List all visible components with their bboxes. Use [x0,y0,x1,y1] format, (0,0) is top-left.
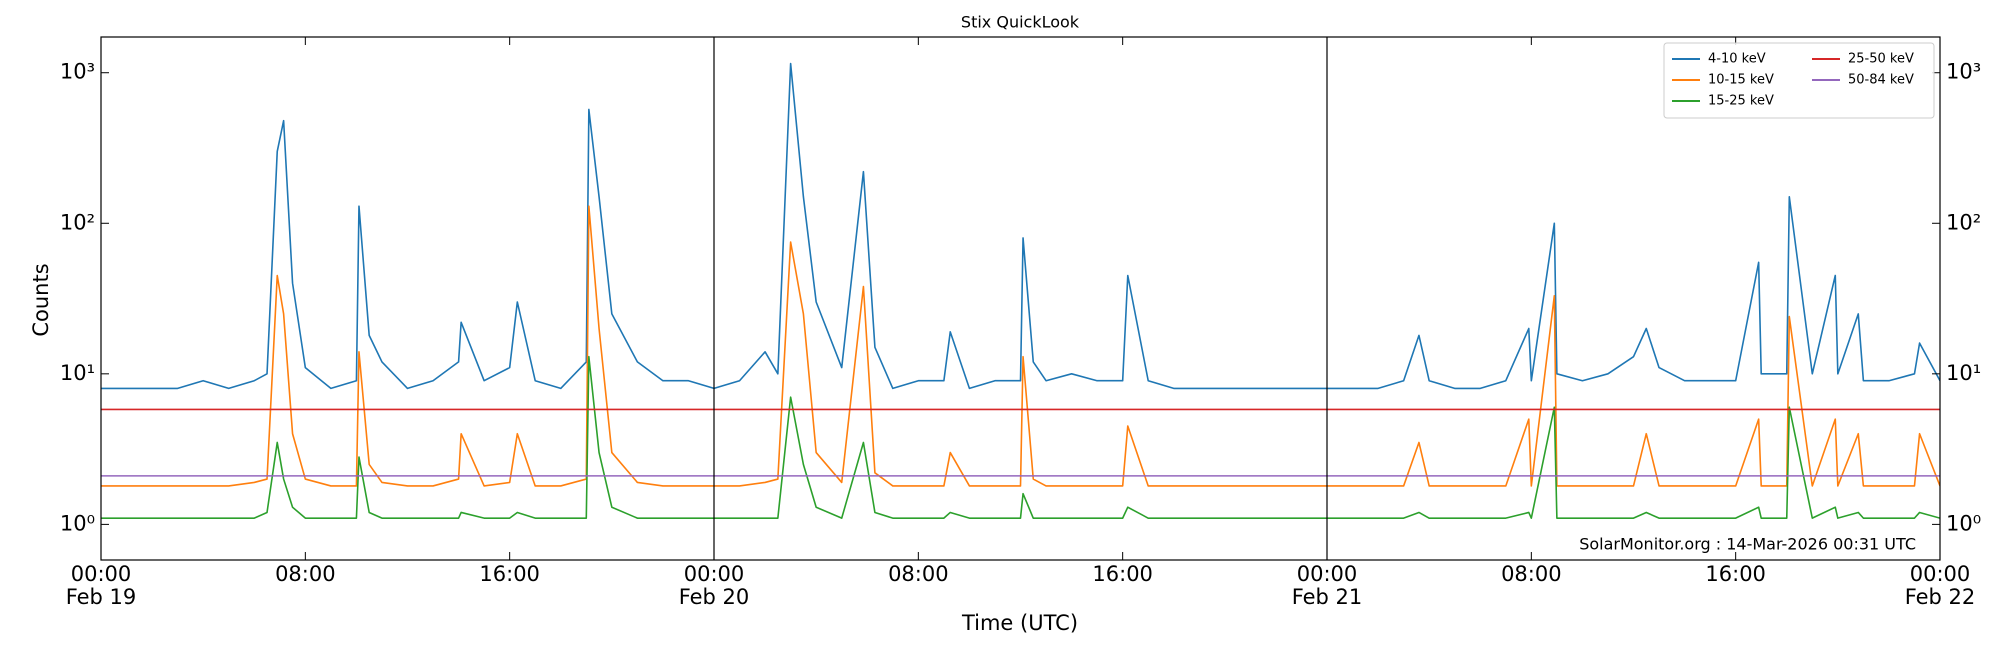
x-tick-label: 00:00 [684,562,745,586]
y-tick-label: 10² [1946,210,1981,234]
y-tick-label: 10⁰ [1946,511,1981,535]
y-tick-label: 10¹ [60,361,95,385]
x-tick-label: 00:00 [71,562,132,586]
legend-label: 15-25 keV [1708,94,1774,109]
y-tick-label: 10³ [1946,60,1981,84]
y-tick-label: 10³ [60,60,95,84]
series-line [101,62,1940,390]
annotation: SolarMonitor.org : 14-Mar-2026 00:31 UTC [1579,535,1916,554]
legend-label: 10-15 keV [1708,73,1774,88]
x-tick-label: 16:00 [1705,562,1766,586]
legend-label: 4-10 keV [1708,52,1766,67]
y-tick-label: 10² [60,210,95,234]
x-axis-label: Time (UTC) [961,611,1078,635]
x-date-label: Feb 21 [1292,585,1363,609]
legend-label: 50-84 keV [1848,73,1914,88]
plot-frame [100,36,1941,561]
y-tick-label: 10⁰ [60,511,95,535]
chart-title: Stix QuickLook [961,13,1080,32]
x-tick-label: 08:00 [1501,562,1562,586]
x-tick-label: 08:00 [275,562,336,586]
x-tick-label: 08:00 [888,562,949,586]
x-tick-label: 16:00 [1092,562,1153,586]
x-date-label: Feb 20 [679,585,750,609]
series-line [101,355,1940,519]
x-date-label: Feb 22 [1905,585,1976,609]
y-tick-label: 10¹ [1946,361,1981,385]
x-date-label: Feb 19 [66,585,137,609]
y-axis-label: Counts [29,263,53,336]
x-tick-label: 00:00 [1910,562,1971,586]
legend-label: 25-50 keV [1848,52,1914,67]
series-line [101,205,1940,487]
x-tick-label: 16:00 [479,562,540,586]
x-tick-label: 00:00 [1297,562,1358,586]
legend-box [1663,42,1935,119]
